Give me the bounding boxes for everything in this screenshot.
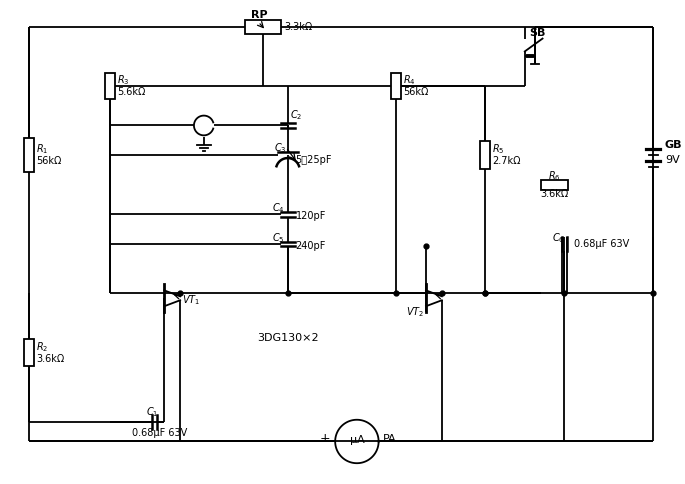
Text: 5.6kΩ: 5.6kΩ [117,87,145,97]
Text: RP: RP [251,10,267,20]
Text: +: + [320,432,330,445]
Bar [24,138,34,172]
Text: 5～25pF: 5～25pF [296,155,332,165]
Text: $C_4$: $C_4$ [272,201,285,215]
Text: $C_1$: $C_1$ [147,405,159,419]
Text: $C_2$: $C_2$ [290,109,302,122]
Bar [105,73,115,99]
Text: PA: PA [382,434,396,443]
Text: $VT_1$: $VT_1$ [182,293,200,307]
Bar [391,73,401,99]
Text: $R_3$: $R_3$ [117,73,129,87]
Text: 0.68μF 63V: 0.68μF 63V [574,239,630,249]
Bar [24,339,34,366]
Bar [540,180,569,190]
Text: 3DG130×2: 3DG130×2 [257,333,319,343]
Text: 3.3kΩ: 3.3kΩ [284,22,312,32]
Text: 0.68μF 63V: 0.68μF 63V [132,427,187,438]
Text: $R_1$: $R_1$ [36,142,49,156]
Text: $R_4$: $R_4$ [403,73,416,87]
Text: $C_6$: $C_6$ [552,231,565,245]
Bar [480,141,490,169]
Text: GB: GB [665,140,682,150]
Text: $R_2$: $R_2$ [36,340,48,354]
Text: 56kΩ: 56kΩ [36,156,62,166]
Text: 2.7kΩ: 2.7kΩ [493,156,521,166]
Text: 3.6kΩ: 3.6kΩ [540,189,569,198]
Text: $C_5$: $C_5$ [272,231,284,245]
Text: 9V: 9V [665,155,680,165]
Text: $R_5$: $R_5$ [493,142,505,156]
Text: $VT_2$: $VT_2$ [406,305,425,319]
Text: 120pF: 120pF [296,212,326,221]
Text: $R_6$: $R_6$ [548,169,561,183]
Text: 56kΩ: 56kΩ [403,87,429,97]
Text: $C_3$: $C_3$ [274,141,286,155]
Text: 240pF: 240pF [296,241,326,251]
Text: 3.6kΩ: 3.6kΩ [36,353,64,363]
Bar [245,20,281,33]
Text: μA: μA [349,435,364,444]
Text: SB: SB [530,28,546,38]
